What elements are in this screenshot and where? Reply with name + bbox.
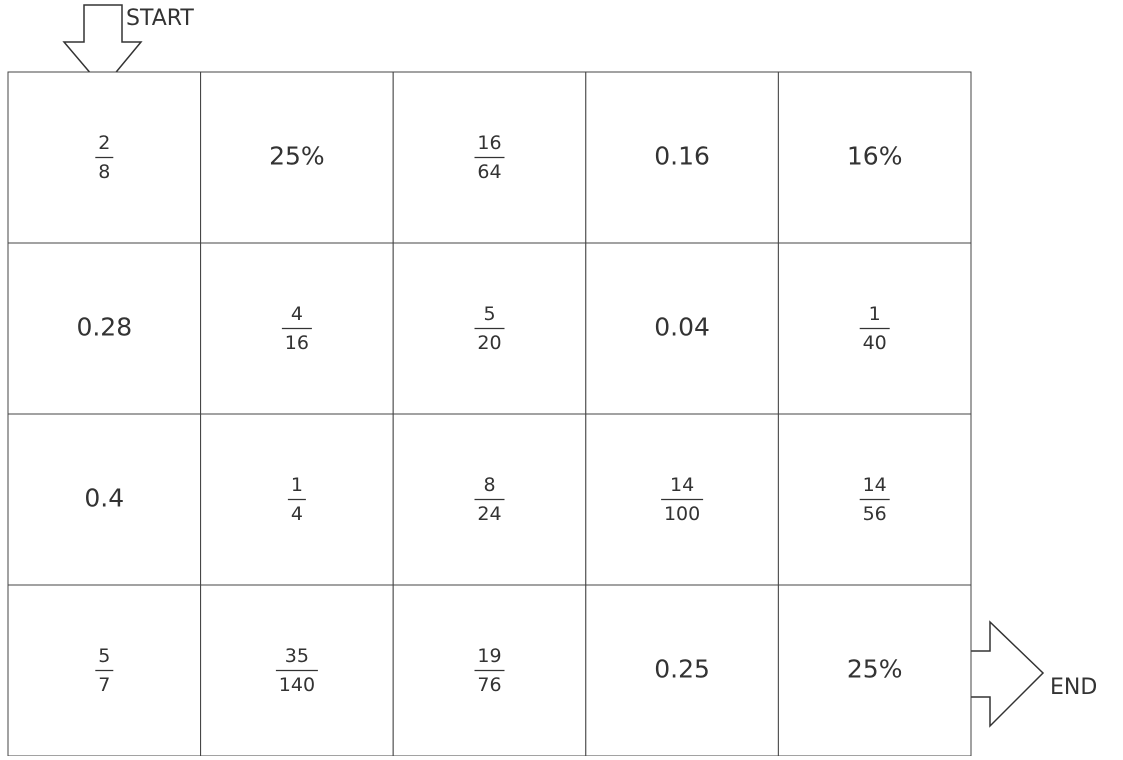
denominator: 8 bbox=[98, 161, 110, 183]
numerator: 5 bbox=[98, 645, 110, 667]
cell bbox=[777, 71, 972, 244]
numerator: 2 bbox=[98, 132, 110, 154]
denominator: 16 bbox=[285, 332, 309, 354]
numerator: 35 bbox=[285, 645, 309, 667]
denominator: 64 bbox=[477, 161, 501, 183]
cell bbox=[585, 242, 779, 415]
denominator: 100 bbox=[664, 503, 700, 525]
denominator: 7 bbox=[98, 674, 110, 696]
denominator: 76 bbox=[477, 674, 501, 696]
cell-value: 16% bbox=[847, 142, 903, 171]
cell-value: 0.4 bbox=[84, 484, 124, 513]
cell-value: 25% bbox=[847, 655, 903, 684]
numerator: 16 bbox=[477, 132, 501, 154]
cell-value: 0.28 bbox=[76, 313, 132, 342]
denominator: 140 bbox=[279, 674, 315, 696]
start-arrow bbox=[62, 4, 143, 90]
numerator: 14 bbox=[670, 474, 694, 496]
denominator: 56 bbox=[863, 503, 887, 525]
denominator: 20 bbox=[477, 332, 501, 354]
numerator: 14 bbox=[863, 474, 887, 496]
cell bbox=[585, 71, 779, 244]
cell bbox=[7, 242, 202, 415]
cell-value: 0.04 bbox=[654, 313, 710, 342]
denominator: 24 bbox=[477, 503, 501, 525]
cell bbox=[777, 584, 972, 757]
cell-value: 0.25 bbox=[654, 655, 710, 684]
cell-value: 25% bbox=[269, 142, 325, 171]
numerator: 19 bbox=[477, 645, 501, 667]
numerator: 5 bbox=[483, 303, 495, 325]
numerator: 8 bbox=[483, 474, 495, 496]
start-label: START bbox=[126, 6, 194, 31]
cell bbox=[585, 584, 779, 757]
numerator: 4 bbox=[291, 303, 303, 325]
denominator: 4 bbox=[291, 503, 303, 525]
cell-value: 0.16 bbox=[654, 142, 710, 171]
denominator: 40 bbox=[863, 332, 887, 354]
numerator: 1 bbox=[291, 474, 303, 496]
numerator: 1 bbox=[869, 303, 881, 325]
cell bbox=[7, 413, 202, 586]
end-label: END bbox=[1050, 675, 1097, 700]
